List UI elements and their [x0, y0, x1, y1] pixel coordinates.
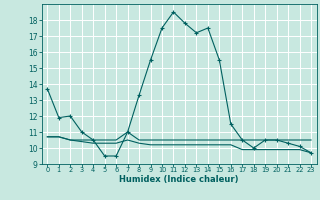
X-axis label: Humidex (Indice chaleur): Humidex (Indice chaleur): [119, 175, 239, 184]
